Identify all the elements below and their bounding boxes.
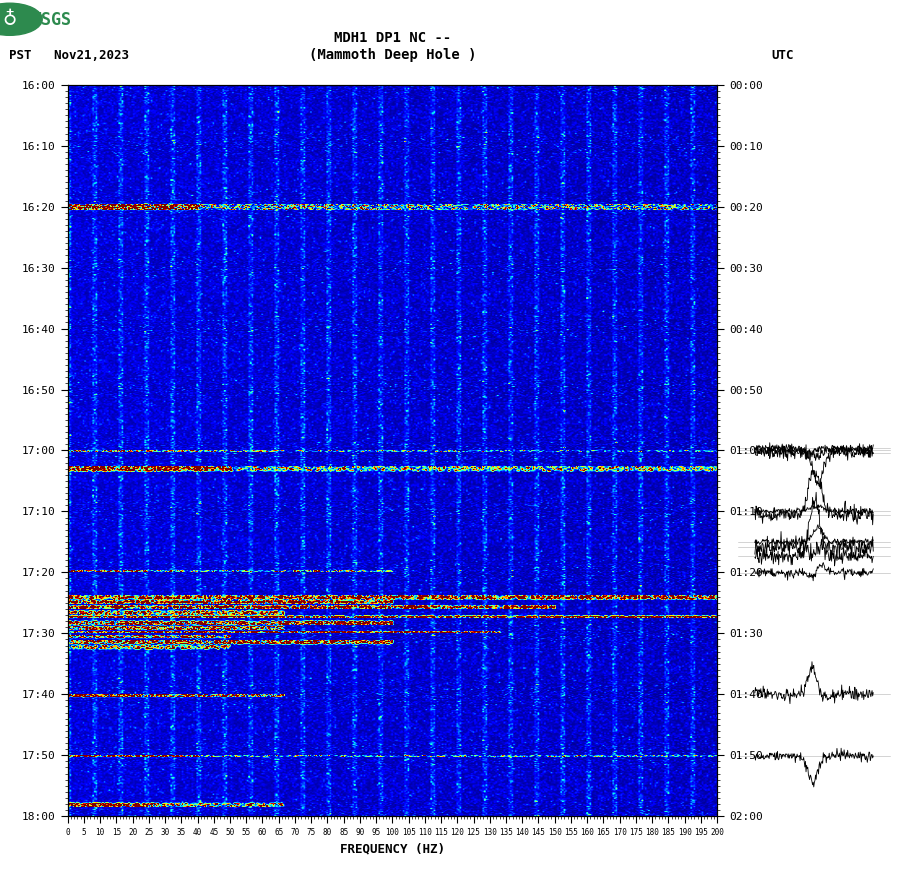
Text: USGS: USGS bbox=[31, 11, 71, 29]
Text: MDH1 DP1 NC --: MDH1 DP1 NC -- bbox=[334, 31, 451, 45]
Circle shape bbox=[0, 4, 42, 36]
Text: ♁: ♁ bbox=[3, 10, 17, 29]
Text: (Mammoth Deep Hole ): (Mammoth Deep Hole ) bbox=[308, 48, 476, 62]
X-axis label: FREQUENCY (HZ): FREQUENCY (HZ) bbox=[340, 843, 445, 855]
Text: PST   Nov21,2023: PST Nov21,2023 bbox=[9, 49, 129, 62]
Text: UTC: UTC bbox=[771, 49, 794, 62]
